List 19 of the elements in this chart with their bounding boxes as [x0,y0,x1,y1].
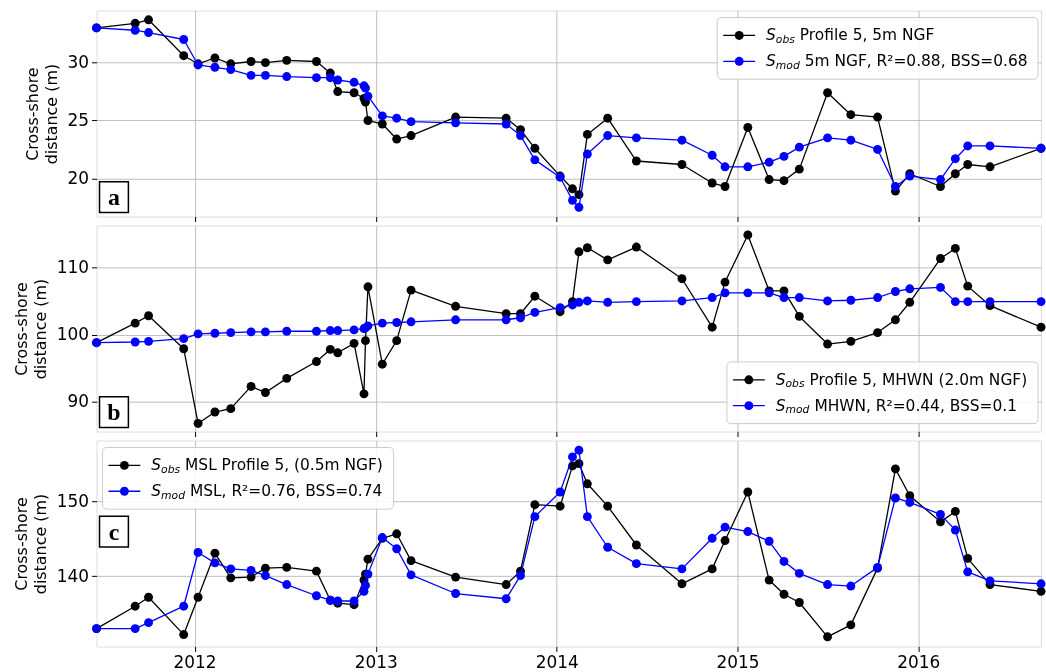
y-tick-label: 100 [56,324,90,345]
annotation: c [108,518,120,545]
x-tick-label: 2016 [897,651,941,672]
y-tick-label: 30 [67,52,90,73]
x-tick-label: 2015 [716,651,760,672]
y-tick-label: 20 [67,167,90,188]
y-tick-label: 140 [56,565,90,586]
x-tick-label: 2013 [354,651,398,672]
x-tick-label: 2014 [535,651,579,672]
y-axis-title: Cross-shore distance (m) [11,278,50,380]
annotation: b [107,399,121,426]
y-tick-label: 25 [67,109,90,130]
x-tick-label: 2012 [173,651,217,672]
y-tick-label: 150 [56,491,90,512]
annotation: a [107,184,120,211]
y-axis-title: Cross-shore distance (m) [11,493,50,595]
y-tick-label: 90 [67,391,90,412]
y-axis-title: Cross-shore distance (m) [22,63,61,165]
y-tick-label: 110 [56,256,90,277]
